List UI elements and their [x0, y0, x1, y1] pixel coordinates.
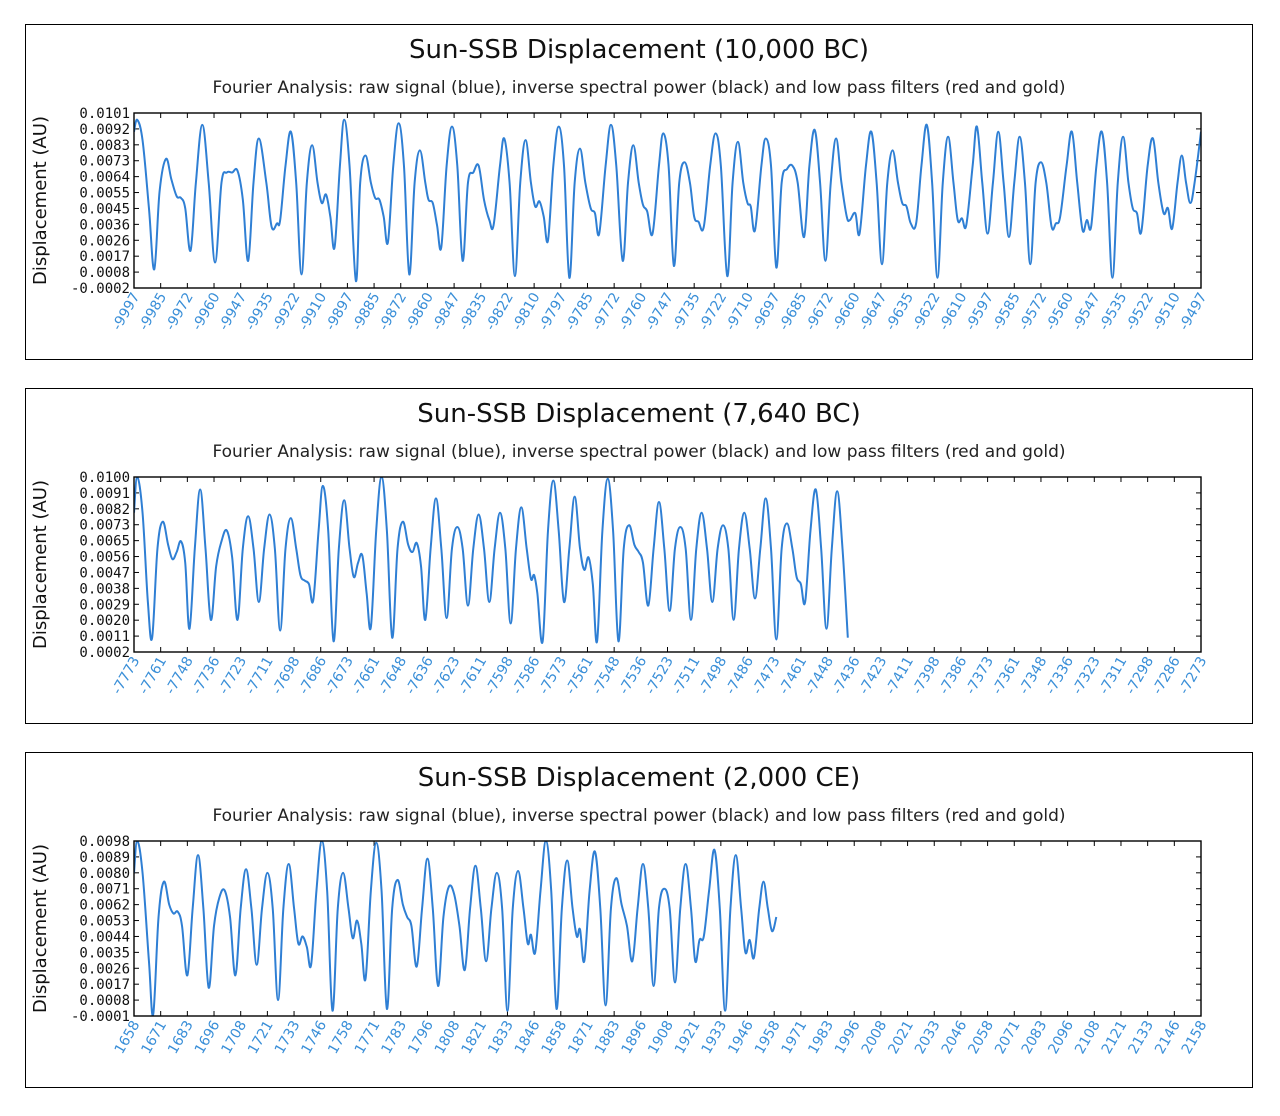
y-tick-label: 0.0020 [79, 613, 130, 629]
chart-title: Sun-SSB Displacement (10,000 BC) [408, 35, 869, 65]
y-tick-label: 0.0026 [79, 961, 130, 977]
chart-panel-10000bc: Sun-SSB Displacement (10,000 BC) Fourier… [25, 24, 1253, 360]
chart-subtitle: Fourier Analysis: raw signal (blue), inv… [212, 78, 1066, 98]
x-tick-label: 2108 [1072, 1018, 1104, 1057]
y-tick-label: 0.0098 [79, 834, 130, 850]
y-tick-label: 0.0008 [79, 993, 130, 1009]
y-tick-label: 0.0071 [79, 882, 130, 898]
x-tick-label: 2158 [1179, 1018, 1211, 1057]
y-tick-label: 0.0089 [79, 850, 130, 866]
y-tick-label: 0.0064 [79, 170, 130, 186]
y-tick-label: 0.0082 [79, 502, 130, 518]
x-tick-label: 1821 [459, 1018, 491, 1057]
y-tick-label: 0.0035 [79, 945, 130, 961]
x-tick-label: 1808 [432, 1018, 464, 1057]
x-tick-label: 2133 [1125, 1018, 1157, 1057]
raw-signal-line [134, 841, 778, 1016]
chart-plot: 0.01000.00910.00820.00730.00650.00560.00… [30, 470, 1210, 697]
x-tick-label: 1758 [325, 1018, 357, 1057]
x-tick-label: 1721 [245, 1018, 277, 1057]
x-tick-label: 1683 [165, 1018, 197, 1057]
chart-plot: 0.01010.00920.00830.00730.00640.00550.00… [30, 106, 1210, 333]
x-tick-label: 1696 [192, 1018, 224, 1057]
x-tick-label: 2146 [1152, 1018, 1184, 1057]
y-tick-label: 0.0100 [79, 470, 130, 486]
y-tick-label: 0.0065 [79, 534, 130, 550]
x-tick-label: 2071 [992, 1018, 1024, 1057]
raw-signal-line [134, 118, 1201, 283]
y-axis-label: Displacement (AU) [30, 844, 51, 1013]
x-tick-label: 1746 [299, 1018, 331, 1057]
x-tick-label: 2058 [965, 1018, 997, 1057]
chart-title: Sun-SSB Displacement (2,000 CE) [417, 763, 861, 793]
y-tick-label: 0.0056 [79, 550, 130, 566]
chart-panel-2000ce: Sun-SSB Displacement (2,000 CE) Fourier … [25, 752, 1253, 1088]
plot-frame [133, 476, 1202, 653]
x-tick-label: 1733 [272, 1018, 304, 1057]
y-tick-label: 0.0026 [79, 233, 130, 249]
y-tick-label: 0.0091 [79, 486, 130, 502]
y-tick-label: 0.0073 [79, 154, 130, 170]
chart-panel-7640bc: Sun-SSB Displacement (7,640 BC) Fourier … [25, 388, 1253, 724]
x-tick-label: 1771 [352, 1018, 384, 1057]
x-tick-label: 2121 [1099, 1018, 1131, 1057]
x-tick-label: 1908 [645, 1018, 677, 1057]
x-tick-label: 1858 [539, 1018, 571, 1057]
chart-title: Sun-SSB Displacement (7,640 BC) [417, 399, 861, 429]
y-tick-label: 0.0017 [79, 249, 130, 265]
y-tick-label: 0.0002 [79, 645, 130, 661]
x-tick-label: 1708 [218, 1018, 250, 1057]
x-tick-label: 1996 [832, 1018, 864, 1057]
y-tick-label: 0.0053 [79, 914, 130, 930]
x-tick-label: 2021 [885, 1018, 917, 1057]
y-tick-label: -0.0002 [71, 281, 130, 297]
x-tick-label: 1896 [619, 1018, 651, 1057]
y-tick-label: 0.0038 [79, 581, 130, 597]
x-tick-label: -9497 [1176, 290, 1210, 333]
y-tick-label: 0.0092 [79, 122, 130, 138]
x-tick-label: 1921 [672, 1018, 704, 1057]
chart-subtitle: Fourier Analysis: raw signal (blue), inv… [212, 806, 1066, 826]
chart-plot: 0.00980.00890.00800.00710.00620.00530.00… [30, 834, 1211, 1057]
y-tick-label: 0.0062 [79, 898, 130, 914]
y-tick-label: -0.0001 [71, 1009, 130, 1025]
y-axis-label: Displacement (AU) [30, 116, 51, 285]
y-tick-label: 0.0045 [79, 201, 130, 217]
y-axis-label: Displacement (AU) [30, 480, 51, 649]
y-tick-label: 0.0036 [79, 217, 130, 233]
y-tick-label: 0.0017 [79, 977, 130, 993]
raw-signal-line [134, 477, 849, 644]
x-tick-label: 1971 [779, 1018, 811, 1057]
y-tick-label: 0.0080 [79, 866, 130, 882]
x-tick-label: 1933 [699, 1018, 731, 1057]
x-tick-label: 1883 [592, 1018, 624, 1057]
y-tick-label: 0.0083 [79, 138, 130, 154]
y-tick-label: 0.0008 [79, 265, 130, 281]
y-tick-label: 0.0073 [79, 518, 130, 534]
y-tick-label: 0.0044 [79, 929, 130, 945]
x-tick-label: 2033 [912, 1018, 944, 1057]
y-tick-label: 0.0055 [79, 186, 130, 202]
chart-subtitle: Fourier Analysis: raw signal (blue), inv… [212, 442, 1066, 462]
x-tick-label: 1871 [565, 1018, 597, 1057]
x-tick-label: 2046 [939, 1018, 971, 1057]
x-tick-label: 1671 [138, 1018, 170, 1057]
x-tick-label: 1958 [752, 1018, 784, 1057]
y-tick-label: 0.0029 [79, 597, 130, 613]
y-tick-label: 0.0047 [79, 565, 130, 581]
y-tick-label: 0.0011 [79, 629, 130, 645]
x-tick-label: 2083 [1019, 1018, 1051, 1057]
x-tick-label: -7273 [1176, 654, 1210, 697]
x-tick-label: 1983 [805, 1018, 837, 1057]
plot-frame [133, 840, 1202, 1017]
x-tick-label: 1846 [512, 1018, 544, 1057]
y-tick-label: 0.0101 [79, 106, 130, 122]
x-tick-label: 1796 [405, 1018, 437, 1057]
plot-frame [133, 112, 1202, 289]
x-tick-label: 2008 [859, 1018, 891, 1057]
x-tick-label: 1946 [725, 1018, 757, 1057]
x-tick-label: 1833 [485, 1018, 517, 1057]
x-tick-label: 2096 [1045, 1018, 1077, 1057]
x-tick-label: 1783 [379, 1018, 411, 1057]
